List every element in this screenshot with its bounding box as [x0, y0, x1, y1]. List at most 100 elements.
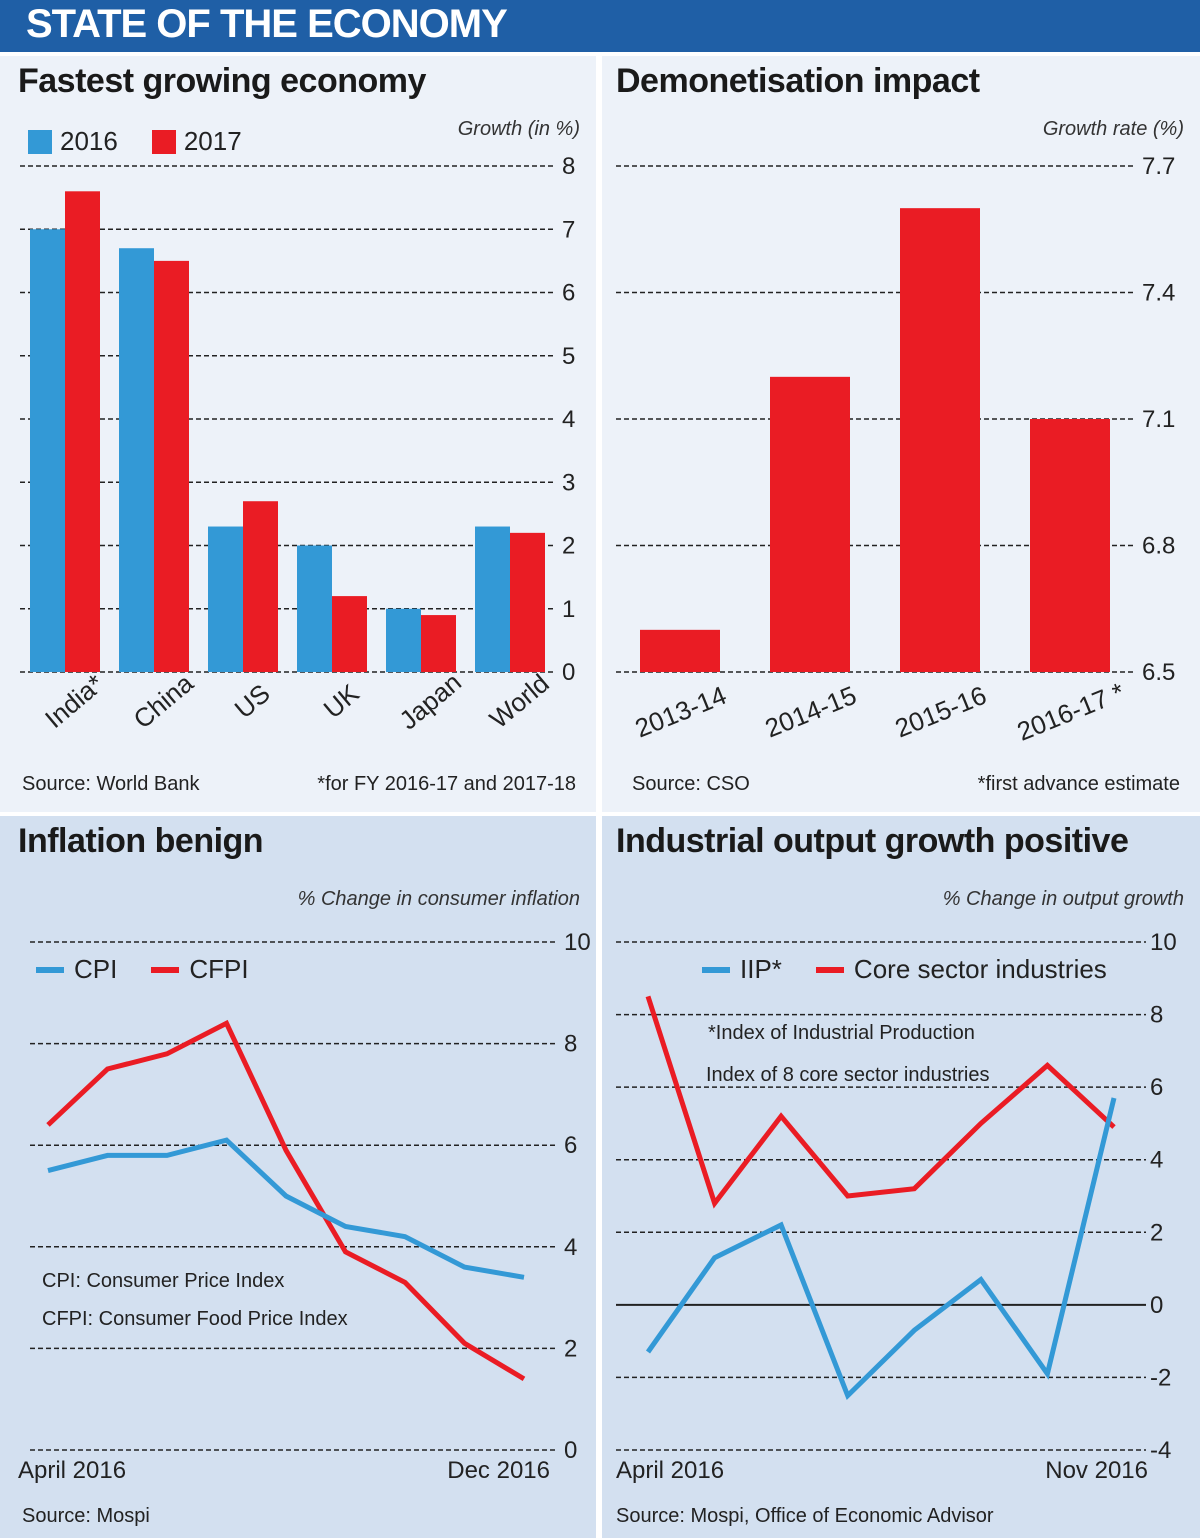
industry-y-tick: 8	[1150, 1002, 1163, 1029]
demonetisation-unit: Growth rate (%)	[1042, 118, 1184, 140]
inflation-panel: 0 2 4 6 8 10 April 2016 Dec 2016 Inflation beni…	[0, 816, 596, 1538]
demonetisation-category-label: 2015-16	[891, 680, 991, 744]
inflation-y-tick: 10	[564, 929, 591, 956]
growth-bar-2017-Japan	[421, 615, 456, 672]
legend-swatch-cfpi	[151, 966, 180, 973]
demonetisation-y-tick: 6.8	[1142, 533, 1175, 560]
demonetisation-bar-2016-17	[1030, 419, 1110, 672]
industry-y-tick: -2	[1150, 1364, 1171, 1391]
industry-source: Source: Mospi, Office of Economic Adviso…	[616, 1505, 994, 1527]
inflation-definitions: CPI: Consumer Price Index CFPI: Consumer…	[42, 1262, 348, 1338]
inflation-y-tick: 6	[564, 1132, 577, 1159]
industry-definitions: *Index of Industrial Production Index of…	[706, 1012, 989, 1096]
industry-y-tick: 10	[1150, 929, 1177, 956]
inflation-unit: % Change in consumer inflation	[297, 888, 580, 910]
industry-line-iip	[645, 1097, 1117, 1401]
growth-y-tick: 1	[562, 596, 575, 623]
growth-bar-2017-India	[65, 191, 100, 673]
inflation-source: Source: Mospi	[22, 1505, 150, 1527]
growth-chart: 0 1 2 3 4 5 6 7 8 India* China US UK Japan World	[20, 153, 575, 736]
growth-note: *for FY 2016-17 and 2017-18	[317, 773, 576, 795]
growth-unit: Growth (in %)	[457, 118, 580, 140]
growth-y-tick: 7	[562, 216, 575, 243]
industry-y-tick: 6	[1150, 1074, 1163, 1101]
growth-bar-2016-US	[208, 526, 243, 672]
industry-x-end-label: Nov 2016	[1045, 1457, 1148, 1484]
growth-title: Fastest growing economy	[18, 62, 426, 100]
inflation-legend: CPI CFPI	[36, 954, 283, 985]
growth-bar-2016-UK	[297, 545, 332, 672]
industry-legend: IIP* Core sector industries	[702, 954, 1141, 985]
industry-y-tick: -4	[1150, 1437, 1171, 1464]
inflation-title: Inflation benign	[18, 822, 264, 860]
growth-category-label: Japan	[393, 667, 467, 736]
growth-y-tick: 5	[562, 343, 575, 370]
industry-line-coresectorindustries	[645, 995, 1116, 1209]
growth-bar-2016-World	[475, 526, 510, 672]
growth-category-label: US	[229, 678, 276, 724]
industry-chart: -4 -2 0 2 4 6 8 10 April 2016 Nov 2016	[616, 929, 1177, 1484]
industry-y-tick: 4	[1150, 1147, 1163, 1174]
demonetisation-category-label: 2014-15	[761, 680, 861, 744]
inflation-y-tick: 8	[564, 1031, 577, 1058]
demonetisation-category-label: 2013-14	[631, 680, 731, 744]
growth-category-label: UK	[318, 678, 365, 725]
legend-label-core: Core sector industries	[853, 954, 1107, 984]
legend-swatch-cpi	[36, 966, 64, 973]
growth-bar-2017-China	[154, 260, 189, 672]
legend-label-cpi: CPI	[74, 954, 118, 984]
demonetisation-y-tick: 7.7	[1142, 153, 1175, 180]
growth-y-tick: 4	[562, 406, 575, 433]
growth-bar-2017-US	[243, 501, 278, 672]
inflation-y-tick: 4	[564, 1234, 577, 1261]
demonetisation-bar-2013-14	[640, 629, 720, 672]
industry-unit: % Change in output growth	[942, 888, 1184, 910]
legend-label-2016: 2016	[60, 126, 118, 156]
demonetisation-y-tick: 7.4	[1142, 280, 1175, 307]
inflation-line-cfpi	[46, 1019, 526, 1382]
growth-y-tick: 3	[562, 469, 575, 496]
definition-iip: *Index of Industrial Production	[708, 1022, 975, 1044]
demonetisation-source: Source: CSO	[632, 773, 750, 795]
growth-bar-2016-China	[119, 248, 154, 672]
growth-panel: 0 1 2 3 4 5 6 7 8 India* China US UK Japan World Faste…	[0, 56, 596, 812]
legend-label-cfpi: CFPI	[189, 954, 249, 984]
definition-core: Index of 8 core sector industries	[706, 1064, 990, 1086]
demonetisation-note: *first advance estimate	[977, 773, 1180, 795]
demonetisation-panel: 6.5 6.8 7.1 7.4 7.7 2013-14 2014-15 2015-16 2016…	[602, 56, 1200, 812]
growth-bar-2016-Japan	[386, 608, 421, 672]
inflation-y-tick: 0	[564, 1437, 577, 1464]
banner-title: STATE OF THE ECONOMY	[26, 2, 508, 46]
growth-y-tick: 6	[562, 280, 575, 307]
industry-y-tick: 0	[1150, 1292, 1163, 1319]
industry-title: Industrial output growth positive	[616, 822, 1129, 860]
definition-cpi: CPI: Consumer Price Index	[42, 1270, 285, 1292]
legend-swatch-iip	[702, 966, 730, 973]
industry-x-start-label: April 2016	[616, 1457, 724, 1484]
definition-cfpi: CFPI: Consumer Food Price Index	[42, 1308, 348, 1330]
legend-label-2017: 2017	[183, 126, 242, 156]
inflation-chart: 0 2 4 6 8 10 April 2016 Dec 2016	[18, 929, 591, 1484]
growth-y-tick: 2	[562, 533, 575, 560]
demonetisation-y-tick: 6.5	[1142, 659, 1175, 686]
industry-y-tick: 2	[1150, 1219, 1163, 1246]
industry-panel: -4 -2 0 2 4 6 8 10 April 2016 Nov 2016 Industrial…	[602, 816, 1200, 1538]
demonetisation-y-tick: 7.1	[1142, 406, 1175, 433]
inflation-y-tick: 2	[564, 1335, 577, 1362]
demonetisation-category-label: 2016-17 *	[1013, 677, 1129, 747]
growth-category-label: World	[484, 668, 555, 734]
inflation-line-cpi	[47, 1137, 525, 1280]
growth-y-tick: 8	[562, 153, 575, 180]
growth-source: Source: World Bank	[22, 773, 200, 795]
inflation-x-start-label: April 2016	[18, 1457, 126, 1484]
growth-category-label: China	[128, 667, 200, 734]
growth-bar-2016-India	[30, 229, 65, 672]
legend-swatch-core	[815, 966, 844, 973]
growth-category-label: India*	[39, 668, 109, 734]
inflation-x-end-label: Dec 2016	[447, 1457, 550, 1484]
legend-swatch-2016	[28, 129, 52, 154]
legend-swatch-2017	[151, 129, 176, 154]
growth-bar-2017-UK	[332, 596, 367, 672]
banner: STATE OF THE ECONOMY	[0, 0, 1200, 52]
demonetisation-chart: 6.5 6.8 7.1 7.4 7.7 2013-14 2014-15 2015-16 2016…	[616, 153, 1175, 747]
